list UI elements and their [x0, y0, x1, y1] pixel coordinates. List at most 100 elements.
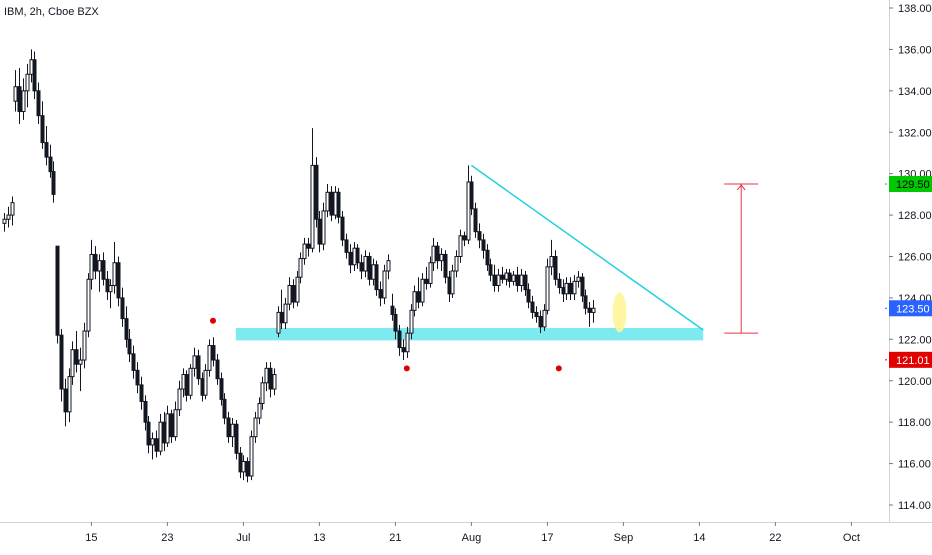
candle-body — [124, 318, 129, 340]
y-tick-label: 132.00 — [898, 127, 932, 139]
x-tick-label: 15 — [85, 532, 97, 544]
candle-body — [507, 272, 512, 282]
candle-body — [321, 210, 326, 245]
candle-body — [21, 90, 26, 113]
candle-body — [13, 86, 18, 102]
candle-body — [59, 334, 64, 390]
candle-body — [329, 191, 334, 216]
candle-body — [108, 284, 113, 293]
candle-body — [241, 461, 246, 473]
candle-body — [530, 301, 535, 313]
candle-body — [120, 297, 125, 320]
x-tick-label: Aug — [462, 532, 482, 544]
candle-body — [184, 374, 189, 396]
candle-body — [154, 438, 159, 452]
candle-body — [564, 282, 569, 295]
x-tick-label: 17 — [541, 532, 553, 544]
marker-dot[interactable] — [555, 365, 562, 372]
candle-body — [215, 359, 220, 380]
candle-body — [523, 274, 528, 291]
marker-dot[interactable] — [403, 365, 410, 372]
candle-body — [401, 347, 406, 353]
y-tick-label: 128.00 — [898, 210, 932, 222]
marker-dot[interactable] — [210, 317, 216, 324]
candle-body — [359, 262, 364, 272]
candle-body — [116, 262, 121, 299]
candle-body — [127, 338, 132, 355]
candle-body — [139, 384, 144, 402]
candle-body — [435, 245, 440, 262]
price-badge-label: 121.01 — [896, 355, 930, 367]
candle-body — [283, 303, 288, 324]
candle-body — [112, 262, 117, 286]
candle-body — [260, 382, 265, 405]
candle-body — [306, 243, 311, 249]
candle-body — [287, 284, 292, 305]
candle-body — [439, 253, 444, 262]
candle-body — [492, 274, 497, 286]
candle-body — [222, 398, 227, 419]
candle-body — [158, 421, 163, 452]
candle-body — [97, 260, 102, 272]
candle-body — [344, 239, 349, 253]
x-tick-label: Oct — [843, 532, 860, 544]
candle-body — [291, 284, 296, 303]
candle-body — [230, 423, 235, 438]
candle-body — [25, 73, 30, 92]
candle-body — [374, 264, 379, 291]
candle-body — [393, 313, 398, 332]
candle-body — [253, 417, 258, 438]
candle-body — [245, 461, 250, 477]
candle-body — [382, 270, 387, 299]
x-tick-label: 22 — [769, 532, 781, 544]
candle-body — [268, 367, 273, 390]
candle-body — [458, 235, 463, 258]
candle-body — [17, 86, 22, 113]
candle-body — [390, 305, 395, 315]
candle-body — [234, 423, 239, 454]
candle-body — [511, 274, 516, 282]
candle-body — [70, 349, 75, 378]
candle-body — [32, 59, 37, 92]
candle-body — [226, 417, 231, 438]
candle-body — [378, 289, 383, 299]
candle-body — [367, 256, 372, 280]
candle-body — [165, 413, 170, 444]
candle-body — [40, 115, 45, 144]
y-tick-label: 122.00 — [898, 334, 932, 346]
candle-body — [143, 400, 148, 423]
support-zone[interactable] — [235, 327, 704, 341]
candle-body — [485, 249, 490, 266]
candle-body — [466, 181, 471, 241]
highlight-ellipse[interactable] — [612, 292, 627, 333]
candle-body — [310, 164, 315, 249]
candle-body — [454, 256, 459, 272]
candle-body — [249, 436, 254, 477]
price-badge-label: 129.50 — [896, 179, 930, 191]
price-badge — [889, 176, 932, 193]
trendline[interactable] — [470, 164, 704, 331]
candle-body — [317, 218, 322, 245]
candle-body — [386, 260, 391, 272]
candle-body — [78, 359, 83, 365]
candle-body — [545, 266, 550, 311]
candle-body — [462, 235, 467, 241]
candle-body — [279, 311, 284, 324]
candle-body — [405, 332, 410, 353]
candle-body — [443, 253, 448, 278]
candle-body — [101, 260, 106, 280]
candle-body — [302, 243, 307, 260]
price-badge-label: 123.50 — [896, 303, 930, 315]
candle-body — [519, 274, 524, 286]
candle-body — [526, 289, 531, 303]
candle-body — [591, 307, 596, 313]
candle-body — [10, 202, 15, 216]
x-tick-label: 23 — [161, 532, 173, 544]
candle-body — [188, 367, 193, 396]
y-tick-label: 126.00 — [898, 252, 932, 264]
candle-body — [557, 278, 562, 289]
x-tick-label: Sep — [614, 532, 634, 544]
candle-body — [257, 403, 262, 419]
